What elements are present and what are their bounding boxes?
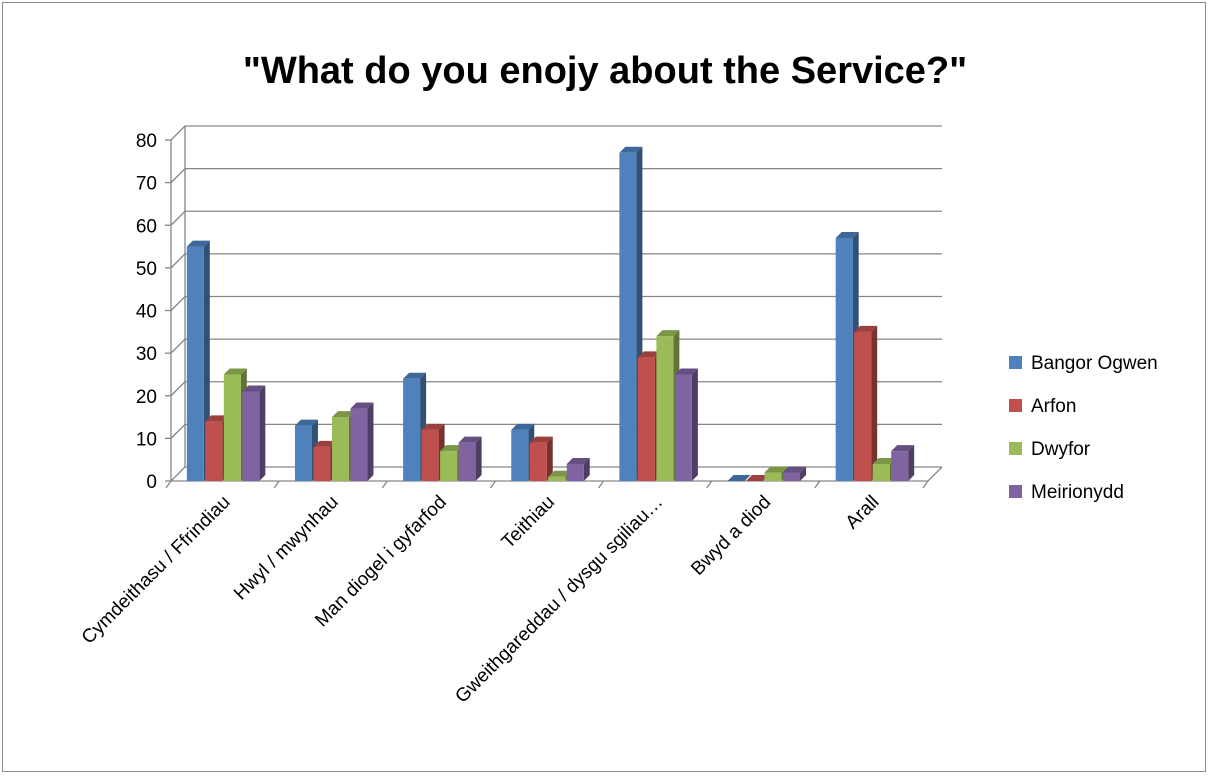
gridline bbox=[170, 253, 942, 269]
bar bbox=[727, 475, 751, 481]
x-category-label: Gweithgareddau / dysgu sgiliau… bbox=[451, 492, 667, 708]
y-tick-label: 20 bbox=[136, 387, 157, 408]
y-tick-label: 30 bbox=[136, 344, 157, 365]
bar bbox=[891, 445, 915, 481]
legend-swatch bbox=[1009, 399, 1022, 412]
x-category-label: Cymdeithasu / Ffrindiau bbox=[78, 492, 235, 649]
legend-label: Bangor Ogwen bbox=[1031, 353, 1158, 374]
gridline bbox=[170, 423, 942, 439]
y-tick-label: 70 bbox=[136, 174, 157, 195]
x-category-label: Arall bbox=[842, 492, 884, 534]
x-category-label: Hwyl / mwynhau bbox=[230, 492, 343, 605]
gridline bbox=[170, 210, 942, 226]
legend-label: Dwyfor bbox=[1031, 439, 1091, 460]
chart-title: "What do you enojy about the Service?" bbox=[243, 50, 967, 92]
x-tick bbox=[922, 480, 929, 489]
x-tick bbox=[381, 480, 388, 489]
gridline bbox=[170, 381, 942, 397]
bar bbox=[350, 402, 374, 481]
bar bbox=[242, 385, 266, 481]
bar bbox=[458, 436, 482, 481]
legend-label: Arfon bbox=[1031, 396, 1076, 417]
bar bbox=[854, 325, 878, 481]
x-tick bbox=[814, 480, 821, 489]
x-category-label: Teithiau bbox=[498, 492, 559, 553]
legend-label: Meirionydd bbox=[1031, 482, 1124, 503]
gridlines bbox=[170, 125, 942, 482]
y-tick-label: 10 bbox=[136, 429, 157, 450]
bar bbox=[746, 475, 770, 481]
legend-swatch bbox=[1009, 442, 1022, 455]
y-tick-label: 50 bbox=[136, 259, 157, 280]
gridline bbox=[170, 125, 942, 141]
x-tick bbox=[706, 480, 713, 489]
legend-swatch bbox=[1009, 485, 1022, 498]
y-tick-label: 40 bbox=[136, 302, 157, 323]
y-tick-label: 0 bbox=[146, 472, 157, 493]
x-tick bbox=[489, 480, 496, 489]
bars bbox=[186, 146, 915, 481]
bar bbox=[529, 436, 553, 481]
x-tick bbox=[598, 480, 605, 489]
chart-svg: "What do you enojy about the Service?" 0… bbox=[78, 50, 1158, 708]
legend: Bangor Ogwen Arfon Dwyfor Meirionydd bbox=[1009, 353, 1158, 503]
y-tick-label: 80 bbox=[136, 131, 157, 152]
gridline bbox=[170, 167, 942, 184]
x-tick bbox=[165, 480, 172, 489]
y-axis-ticks: 0 10 20 30 40 50 60 70 80 bbox=[136, 131, 171, 493]
bar bbox=[783, 466, 807, 481]
axes bbox=[165, 126, 943, 489]
gridline bbox=[170, 295, 942, 311]
gridline bbox=[170, 338, 942, 354]
bar bbox=[674, 368, 698, 481]
x-category-label: Bwyd a diod bbox=[687, 492, 775, 580]
legend-swatch bbox=[1009, 356, 1022, 369]
y-tick-label: 60 bbox=[136, 216, 157, 237]
x-tick bbox=[273, 480, 280, 489]
bar bbox=[566, 457, 590, 481]
